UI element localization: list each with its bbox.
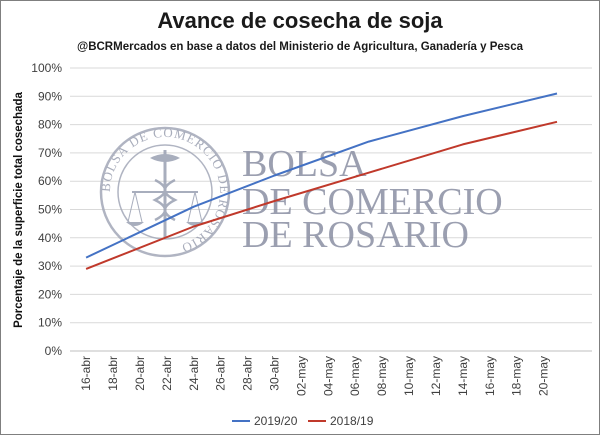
x-tick-label: 20-may <box>537 356 551 396</box>
x-tick-label: 14-may <box>456 356 470 396</box>
x-tick-label: 26-abr <box>214 356 228 391</box>
x-tick-label: 24-abr <box>187 356 201 391</box>
series-lines <box>85 92 558 270</box>
legend-label-2: 2018/19 <box>330 414 374 428</box>
x-tick-label: 18-may <box>510 356 524 396</box>
chart-title: Avance de cosecha de soja <box>157 8 443 33</box>
watermark-line-2: DE COMERCIO <box>242 181 503 223</box>
y-tick-label: 10% <box>38 316 62 330</box>
series-line-2 <box>85 120 558 270</box>
y-tick-label: 0% <box>45 344 63 358</box>
y-tick-labels: 0% 10% 20% 30% 40% 50% 60% 70% 80% 90% 100% <box>31 61 62 358</box>
y-tick-label: 100% <box>31 61 62 75</box>
watermark-line-3: DE ROSARIO <box>242 214 469 256</box>
x-tick-label: 02-may <box>294 356 308 396</box>
y-tick-label: 30% <box>38 259 62 273</box>
y-tick-label: 20% <box>38 287 62 301</box>
x-tick-label: 10-may <box>402 356 416 396</box>
y-tick-label: 50% <box>38 203 62 217</box>
y-tick-label: 60% <box>38 174 62 188</box>
legend-label-1: 2019/20 <box>254 414 298 428</box>
gridlines <box>70 67 592 352</box>
x-tick-label: 16-may <box>483 356 497 396</box>
y-tick-label: 70% <box>38 146 62 160</box>
y-tick-label: 40% <box>38 231 62 245</box>
x-tick-label: 30-abr <box>267 356 281 391</box>
x-tick-label: 20-abr <box>133 356 147 391</box>
chart-subtitle: @BCRMercados en base a datos del Ministe… <box>77 41 524 53</box>
x-tick-label: 12-may <box>429 356 443 396</box>
x-tick-label: 18-abr <box>106 356 120 391</box>
y-tick-label: 80% <box>38 118 62 132</box>
legend: 2019/20 2018/19 <box>232 414 374 428</box>
x-tick-labels: 16-abr 18-abr 20-abr 22-abr 24-abr 26-abr 28-a… <box>79 356 550 396</box>
x-tick-label: 28-abr <box>241 356 255 391</box>
y-axis-label: Porcentaje de la superficie total cosech… <box>13 91 25 327</box>
watermark-seal: BOLSA DE COMERCIO DE ROSARIO <box>98 125 231 258</box>
watermark: BOLSA DE COMERCIO DE ROSARIO BOLSA DE CO… <box>98 125 503 258</box>
x-tick-label: 04-may <box>321 356 335 396</box>
x-tick-label: 06-may <box>348 356 362 396</box>
y-tick-label: 90% <box>38 89 62 103</box>
x-tick-label: 16-abr <box>79 356 93 391</box>
series-line-1 <box>85 92 558 259</box>
x-tick-label: 22-abr <box>160 356 174 391</box>
x-tick-label: 08-may <box>375 356 389 396</box>
